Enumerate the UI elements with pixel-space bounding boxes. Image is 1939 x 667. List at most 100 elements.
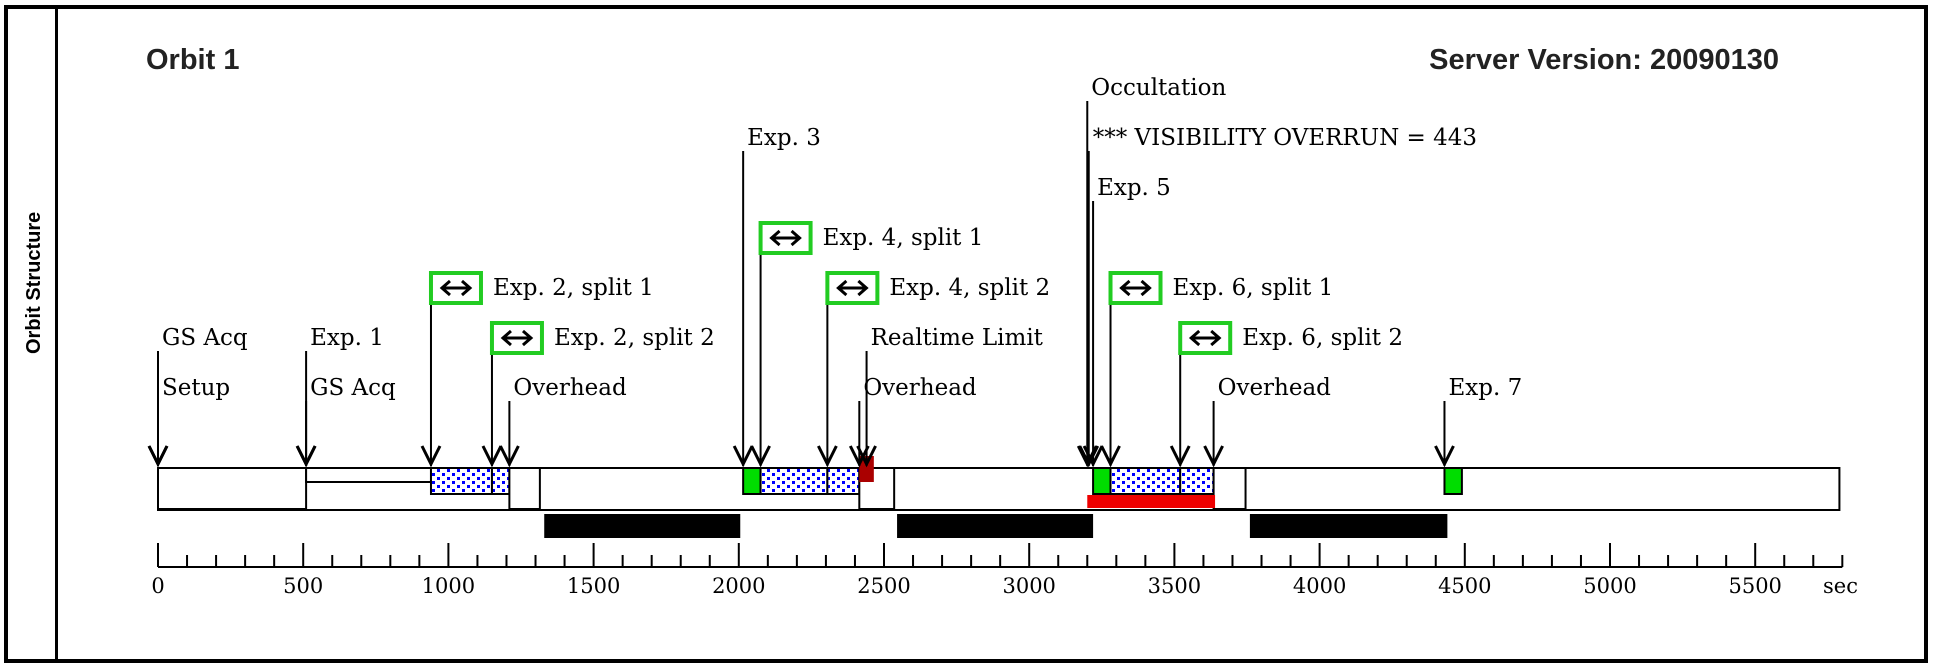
- occultation-bar-2: [897, 514, 1094, 538]
- marker-11: Overhead: [848, 375, 977, 468]
- split-icon-right: [1210, 329, 1222, 347]
- tick-label: 5000: [1583, 574, 1636, 598]
- tick-label: 5500: [1728, 574, 1781, 598]
- exp-2-split-2-segment: [490, 467, 511, 495]
- marker-15: Exp. 5: [1082, 175, 1171, 468]
- marker-label: *** VISIBILITY OVERRUN = 443: [1093, 125, 1477, 151]
- split-icon: [428, 271, 483, 305]
- occultation-bar-1: [544, 514, 741, 538]
- marker-arrowhead: [1082, 445, 1104, 468]
- exp-6-split-2-segment: [1179, 467, 1215, 495]
- marker-13: Occultation: [1076, 75, 1226, 468]
- exp-7-segment: [1443, 467, 1463, 495]
- marker-arrowhead: [1100, 445, 1121, 468]
- marker-18: Overhead: [1203, 375, 1332, 468]
- marker-5: Exp. 2, split 1: [420, 271, 654, 468]
- exp-4-split-1-segment: [759, 467, 829, 495]
- marker-8: Exp. 3: [732, 125, 821, 468]
- gs-acq-segment: [305, 467, 432, 483]
- marker-2: GS Acq: [147, 325, 248, 468]
- exp-6-split-1-segment: [1109, 467, 1182, 495]
- marker-label: Exp. 3: [747, 125, 821, 151]
- marker-label: Overhead: [863, 375, 977, 401]
- tick-label: 4000: [1293, 574, 1346, 598]
- split-icon-left: [439, 279, 451, 297]
- side-panel: Orbit Structure: [8, 9, 58, 659]
- marker-label: GS Acq: [162, 325, 248, 351]
- marker-arrowhead: [147, 445, 169, 468]
- marker-arrowhead: [481, 445, 503, 468]
- marker-label: Exp. 2, split 2: [554, 325, 715, 351]
- marker-arrowhead: [1169, 445, 1191, 468]
- marker-arrowhead: [817, 445, 838, 468]
- marker-arrowhead: [1203, 445, 1224, 468]
- server-version: Server Version: 20090130: [1429, 44, 1779, 76]
- split-icon-left: [1188, 329, 1201, 347]
- split-icon-box: [489, 321, 544, 355]
- marker-label: Overhead: [1218, 375, 1332, 401]
- overhead-segment-3: [1212, 467, 1247, 510]
- marker-label: Exp. 2, split 1: [493, 275, 654, 301]
- split-icon: [1108, 271, 1163, 305]
- marker-label: Setup: [162, 375, 230, 401]
- split-icon: [825, 271, 880, 305]
- split-icon-right: [460, 279, 473, 297]
- orbit-bar-group: [157, 456, 1841, 511]
- marker-17: Exp. 6, split 2: [1169, 321, 1403, 468]
- axis-unit-label: sec: [1823, 574, 1858, 598]
- tick-label: 0: [151, 574, 164, 598]
- marker-label: Exp. 5: [1097, 175, 1171, 201]
- split-icon-right: [521, 329, 534, 347]
- marker-arrowhead: [856, 445, 877, 468]
- realtime-limit-segment: [859, 456, 874, 482]
- marker-3: GS Acq: [295, 375, 396, 468]
- marker-16: Exp. 6, split 1: [1100, 271, 1334, 468]
- tick-label: 2000: [712, 574, 765, 598]
- split-icon-left: [1119, 279, 1131, 297]
- tick-label: 1500: [567, 574, 620, 598]
- tick-label: 3500: [1148, 574, 1201, 598]
- split-icon: [489, 321, 544, 355]
- marker-arrowhead: [420, 445, 442, 468]
- visibility-overrun-band: [1087, 495, 1216, 508]
- occultation-bar-3: [1249, 514, 1448, 538]
- overhead-segment-1: [508, 467, 541, 510]
- tick-label: 4500: [1438, 574, 1491, 598]
- tick-label: 3000: [1002, 574, 1055, 598]
- marker-label: Exp. 6, split 2: [1242, 325, 1403, 351]
- tick-label: 500: [283, 574, 323, 598]
- marker-arrowhead: [848, 445, 870, 468]
- marker-arrowhead: [732, 445, 754, 468]
- marker-label: Overhead: [513, 375, 627, 401]
- marker-14: *** VISIBILITY OVERRUN = 443: [1078, 125, 1477, 468]
- split-icon-left: [769, 229, 781, 247]
- marker-6: Exp. 2, split 2: [481, 321, 715, 468]
- marker-1: Setup: [147, 375, 230, 468]
- marker-label: Occultation: [1091, 75, 1226, 101]
- marker-arrowhead: [499, 445, 520, 468]
- exp-3-segment: [742, 467, 762, 495]
- marker-label: Exp. 6, split 1: [1173, 275, 1334, 301]
- exp-5-segment: [1092, 467, 1112, 495]
- split-icon-left: [500, 329, 512, 347]
- setup-segment: [157, 467, 308, 510]
- orbit-title: Orbit 1: [146, 44, 240, 76]
- tick-label: 1000: [422, 574, 475, 598]
- split-icon-right: [1140, 279, 1152, 297]
- split-icon-left: [836, 279, 848, 297]
- marker-7: Overhead: [499, 375, 627, 468]
- marker-10: Exp. 4, split 2: [817, 271, 1050, 468]
- marker-label: Exp. 4, split 1: [823, 225, 984, 251]
- marker-12: Realtime Limit: [856, 325, 1044, 468]
- marker-label: Exp. 4, split 2: [889, 275, 1050, 301]
- split-icon-right: [857, 279, 869, 297]
- marker-group: Setup GS Acq GS Acq Exp. 1 Exp. 2, split 1 Ex…: [147, 75, 1522, 468]
- tick-label: 2500: [857, 574, 910, 598]
- marker-9: Exp. 4, split 1: [750, 221, 984, 468]
- exp-4-split-2-segment: [826, 467, 861, 495]
- split-icon: [758, 221, 813, 255]
- marker-arrowhead: [1078, 445, 1100, 468]
- marker-arrowhead: [295, 445, 317, 468]
- marker-label: GS Acq: [310, 375, 396, 401]
